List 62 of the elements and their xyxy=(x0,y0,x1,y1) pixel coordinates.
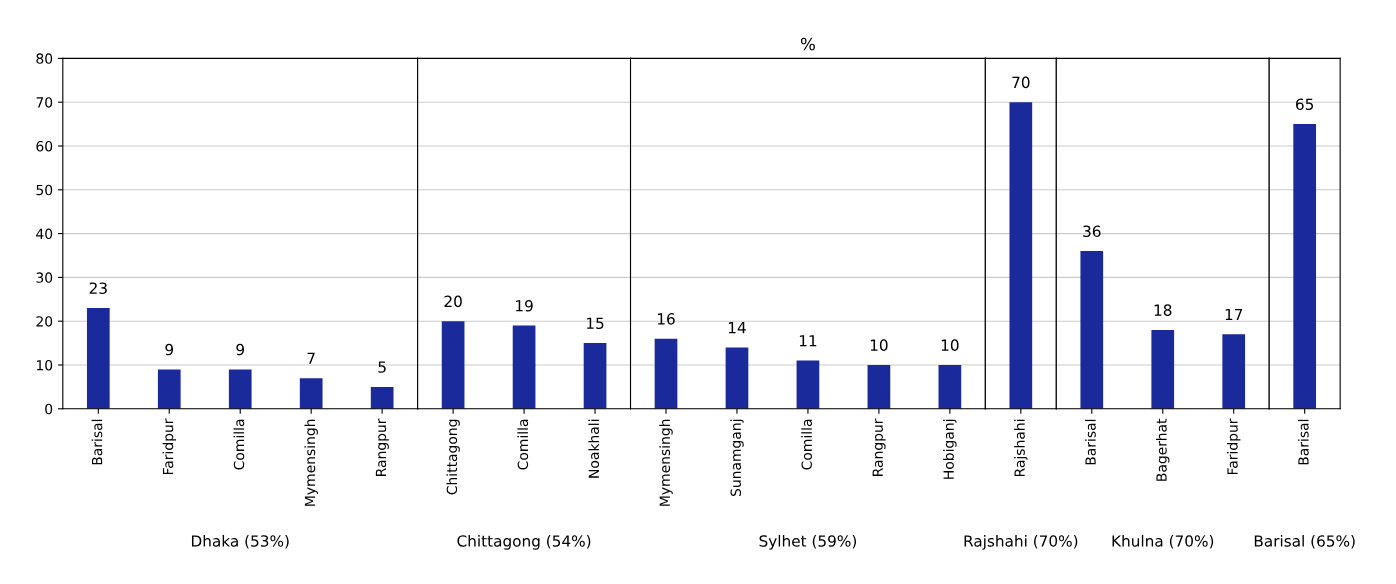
x-tick-label: Rangpur xyxy=(872,418,886,476)
data-label: 16 xyxy=(657,313,675,325)
y-tick-label: 0 xyxy=(45,403,53,415)
bar xyxy=(157,369,181,409)
x-axis-title: Khulna (70%) xyxy=(1112,534,1214,549)
x-tick-label: Faridpur xyxy=(1226,418,1241,475)
bar xyxy=(228,369,252,409)
chart-title: % xyxy=(800,37,815,51)
x-tick-label: Comilla xyxy=(801,419,812,470)
bar xyxy=(299,378,323,409)
data-label: 9 xyxy=(165,343,174,356)
x-tick-label: Rangpur xyxy=(375,418,389,476)
data-label: 20 xyxy=(444,295,462,308)
y-tick-label: 30 xyxy=(36,272,53,283)
x-tick-label: Mymensingh xyxy=(659,419,673,506)
x-axis-title: Barisal (65%) xyxy=(1254,534,1355,549)
data-label: 19 xyxy=(516,299,533,312)
bar xyxy=(370,386,394,409)
y-tick-label: 50 xyxy=(36,184,53,196)
data-label: 10 xyxy=(941,339,959,351)
y-tick-label: 20 xyxy=(36,316,53,327)
x-axis-title: Chittagong (54%) xyxy=(457,534,591,550)
x-tick-label: Barisal xyxy=(1297,419,1309,465)
x-tick-label: Sunamganj xyxy=(730,419,744,497)
data-label: 17 xyxy=(1225,308,1243,321)
y-tick-label: 70 xyxy=(36,97,53,108)
x-tick-label: Hobiganj xyxy=(943,419,957,479)
x-tick-label: Chittagong xyxy=(446,419,460,495)
x-tick-label: Bagerhat xyxy=(1156,418,1170,481)
bar xyxy=(938,365,962,409)
y-tick-label: 60 xyxy=(36,140,53,152)
data-label: 10 xyxy=(870,339,888,351)
y-tick-label: 80 xyxy=(36,53,53,64)
data-label: 36 xyxy=(1083,225,1101,238)
bar xyxy=(796,360,820,409)
x-tick-label: Faridpur xyxy=(162,418,176,475)
x-tick-label: Noakhali xyxy=(588,419,600,478)
x-tick-label: Mymensingh xyxy=(304,419,318,506)
data-label: 18 xyxy=(1154,304,1172,316)
x-axis-title: Sylhet (59%) xyxy=(759,534,857,550)
data-label: 14 xyxy=(728,322,746,334)
x-tick-label: Barisal xyxy=(91,419,103,465)
x-axis-title: Dhaka (53%) xyxy=(191,534,289,549)
x-tick-label: Rajshahi xyxy=(1014,419,1028,477)
data-label: 7 xyxy=(307,352,315,364)
bar xyxy=(86,308,110,409)
data-label: 23 xyxy=(89,282,107,294)
data-label: 5 xyxy=(378,361,386,373)
x-axis-title: Rajshahi (70%) xyxy=(964,534,1078,550)
x-tick-label: Barisal xyxy=(1085,419,1096,465)
bar xyxy=(654,338,678,409)
y-tick-label: 10 xyxy=(36,359,53,371)
y-tick-label: 40 xyxy=(36,228,53,240)
data-label: 11 xyxy=(799,335,817,347)
data-label: 9 xyxy=(236,343,245,356)
x-tick-label: Comilla xyxy=(233,419,245,470)
data-label: 65 xyxy=(1296,98,1314,111)
x-tick-label: Comilla xyxy=(517,419,529,470)
bar xyxy=(725,347,749,409)
data-label: 15 xyxy=(587,317,604,330)
bar xyxy=(867,365,891,409)
data-label: 70 xyxy=(1012,76,1030,89)
